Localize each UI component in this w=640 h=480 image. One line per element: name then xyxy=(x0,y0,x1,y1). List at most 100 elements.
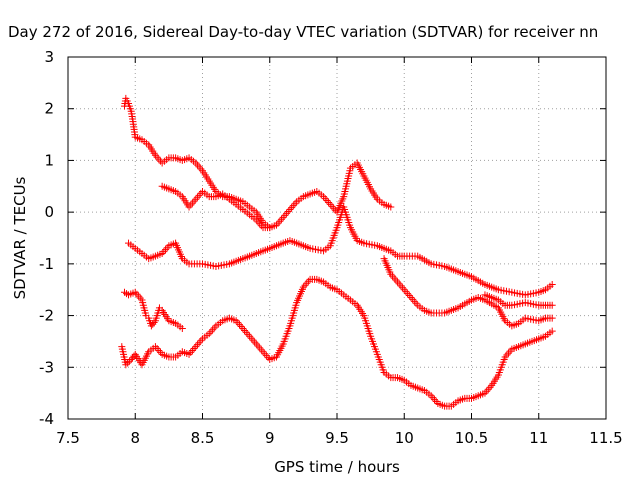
data-point-arc-d xyxy=(405,292,413,300)
data-point-arc-g xyxy=(195,339,203,347)
data-point-arc-g xyxy=(239,325,247,332)
data-point-arc-a xyxy=(288,204,296,212)
x-tick-label: 8 xyxy=(130,429,140,447)
data-point-arc-a xyxy=(153,153,161,161)
x-tick-label: 7.5 xyxy=(56,429,80,447)
data-point-arc-b xyxy=(193,193,201,201)
data-point-arc-g xyxy=(153,345,161,353)
data-point-arc-g xyxy=(125,357,133,365)
data-point-arc-a xyxy=(284,207,292,215)
x-tick-labels: 7.5 8 8.5 9 9.5 10 10.5 11 11.5 xyxy=(56,429,623,447)
data-point-arc-d xyxy=(402,288,410,296)
data-point-arc-b xyxy=(188,199,196,207)
data-point-arc-d xyxy=(407,293,415,301)
data-point-arc-a xyxy=(193,161,201,169)
x-tick-label: 10.5 xyxy=(455,429,488,447)
data-point-arc-d xyxy=(400,286,408,294)
data-point-arc-d xyxy=(395,280,403,288)
data-point-arc-d xyxy=(410,297,418,305)
data-point-arc-b xyxy=(192,195,200,203)
x-tick-label: 8.5 xyxy=(191,429,215,447)
data-point-arc-a xyxy=(281,211,289,219)
x-tick-label: 11 xyxy=(529,429,548,447)
data-point-arc-g xyxy=(235,321,243,329)
data-point-arc-f xyxy=(150,318,158,326)
data-point-arc-a xyxy=(276,217,284,225)
data-point-arc-g xyxy=(207,328,215,336)
data-point-arc-d xyxy=(548,314,556,322)
data-point-arc-e xyxy=(548,301,556,309)
data-point-arc-f xyxy=(133,290,141,298)
data-point-arc-g xyxy=(259,348,267,356)
data-point-arc-g xyxy=(246,332,254,340)
data-point-arc-g xyxy=(261,350,269,358)
data-point-arc-g xyxy=(193,341,201,349)
data-point-arc-g xyxy=(429,394,437,402)
data-point-arc-g xyxy=(241,326,249,334)
y-axis-label: SDTVAR / TECUs xyxy=(11,176,29,299)
data-point-arc-g xyxy=(209,326,217,334)
data-point-arc-g xyxy=(303,279,311,287)
y-tick-label: -1 xyxy=(39,255,54,273)
data-point-arc-d xyxy=(392,276,400,284)
data-point-arc-g xyxy=(122,361,130,369)
x-tick-label: 10 xyxy=(395,429,414,447)
data-points xyxy=(118,94,556,410)
data-point-arc-b xyxy=(190,197,198,205)
data-point-arc-g xyxy=(304,277,312,285)
data-point-arc-a xyxy=(321,195,329,203)
data-point-arc-d xyxy=(394,278,402,286)
data-point-arc-g xyxy=(257,346,265,354)
data-point-arc-a xyxy=(387,203,395,211)
y-tick-label: -2 xyxy=(39,307,54,325)
data-point-arc-g xyxy=(254,342,262,350)
data-point-arc-d xyxy=(390,274,398,282)
data-point-arc-g xyxy=(262,352,270,360)
grid xyxy=(68,57,606,419)
data-point-arc-d xyxy=(412,299,420,307)
x-axis-label: GPS time / hours xyxy=(274,458,400,476)
data-point-arc-g xyxy=(242,328,250,336)
data-point-arc-g xyxy=(431,396,439,404)
data-point-arc-g xyxy=(244,330,252,338)
data-point-arc-a xyxy=(291,200,299,208)
plot-frame xyxy=(67,56,607,420)
data-point-arc-a xyxy=(278,215,286,223)
data-point-arc-g xyxy=(252,340,260,348)
data-point-arc-g xyxy=(264,354,272,362)
data-point-arc-a xyxy=(279,213,287,221)
data-point-arc-a xyxy=(283,209,291,217)
data-point-arc-d xyxy=(409,295,417,303)
data-point-arc-g xyxy=(548,327,556,335)
x-tick-label: 9 xyxy=(265,429,275,447)
x-tick-label: 9.5 xyxy=(325,429,349,447)
data-point-arc-g xyxy=(256,344,264,352)
data-point-arc-a xyxy=(328,202,336,210)
axis-ticks xyxy=(67,56,607,420)
data-point-arc-g xyxy=(197,337,205,345)
y-tick-label: -4 xyxy=(39,410,54,428)
data-point-arc-g xyxy=(124,359,132,367)
data-point-arc-g xyxy=(247,334,255,342)
x-tick-label: 11.5 xyxy=(589,429,622,447)
data-point-arc-a xyxy=(323,197,331,205)
y-tick-label: 2 xyxy=(44,100,54,118)
y-tick-label: 1 xyxy=(44,151,54,169)
data-point-arc-b xyxy=(266,224,274,232)
data-point-arc-a xyxy=(195,163,203,171)
data-point-arc-g xyxy=(210,324,218,332)
data-point-arc-a xyxy=(289,202,297,210)
data-point-arc-g xyxy=(504,349,512,357)
data-point-arc-g xyxy=(251,338,259,346)
data-point-arc-d xyxy=(404,290,412,298)
y-tick-labels: -4 -3 -2 -1 0 1 2 3 xyxy=(39,48,54,428)
data-point-arc-g xyxy=(192,343,200,351)
y-tick-label: 0 xyxy=(44,203,54,221)
data-point-arc-a xyxy=(325,198,333,206)
data-point-arc-g xyxy=(249,336,257,344)
data-point-arc-d xyxy=(399,284,407,292)
data-point-arc-c xyxy=(548,281,556,289)
y-tick-label: -3 xyxy=(39,358,54,376)
data-point-arc-c xyxy=(162,246,170,254)
